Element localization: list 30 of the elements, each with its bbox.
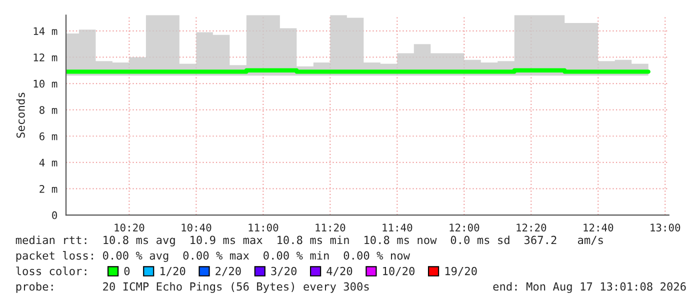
x-tick-label: 12:20 <box>516 224 546 232</box>
x-tick-label: 10:40 <box>182 224 212 232</box>
text: end: Mon Aug 17 13:01:08 2026 <box>493 282 686 293</box>
x-tick-label: 13:00 <box>650 224 680 232</box>
legend-label: 3/20 <box>271 266 296 276</box>
text: probe: 20 ICMP Echo Pings (56 Bytes) every 300s <box>16 282 369 293</box>
x-tick-label: 11:00 <box>248 224 278 232</box>
legend-label: 4/20 <box>326 266 352 276</box>
legend-title: loss color: <box>16 266 86 276</box>
y-tick-label: 2 m <box>40 184 58 193</box>
legend-label: 2/20 <box>216 266 241 276</box>
text: packet loss: 0.00 % avg 0.00 % max 0.00 % min 0.00 % now <box>16 251 410 262</box>
x-tick-label: 11:40 <box>382 224 412 232</box>
y-tick-label: 0 <box>52 211 57 220</box>
y-tick-label: 6 m <box>40 132 58 140</box>
y-tick-label: 4 m <box>39 158 58 166</box>
x-tick-label: 12:40 <box>584 224 614 232</box>
x-tick-label: 10:20 <box>114 224 144 232</box>
y-tick-label: 12 m <box>34 53 58 62</box>
legend-label: 0 <box>124 266 130 276</box>
y-axis-title: Seconds <box>16 92 25 138</box>
text: median rtt: 10.8 ms avg 10.9 ms max 10.8 ms min 10.8 ms now 0.0 ms sd 367.2 am/s <box>16 236 603 246</box>
y-tick-label: 10 m <box>34 80 58 88</box>
legend-label: 1/20 <box>160 266 186 276</box>
x-tick-label: 12:00 <box>450 224 480 232</box>
y-tick-label: 8 m <box>40 106 58 114</box>
x-tick-label: 11:20 <box>316 224 346 232</box>
legend-label: 19/20 <box>445 266 477 276</box>
y-tick-label: 14 m <box>34 27 58 35</box>
legend-label: 10/20 <box>383 266 414 276</box>
